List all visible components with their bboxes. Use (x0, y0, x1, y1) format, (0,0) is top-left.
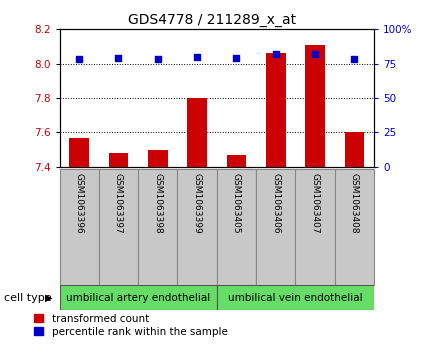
Bar (109, 153, 128, 167)
Point (312, 51, 318, 57)
Text: GSM1063405: GSM1063405 (232, 174, 241, 234)
Bar (335, 169, 374, 285)
Bar (60, 285, 217, 310)
Point (272, 51, 279, 57)
Text: umbilical vein endothelial: umbilical vein endothelial (228, 293, 363, 303)
Text: GSM1063398: GSM1063398 (153, 174, 162, 234)
Text: GDS4778 / 211289_x_at: GDS4778 / 211289_x_at (128, 13, 297, 27)
Legend: transformed count, percentile rank within the sample: transformed count, percentile rank withi… (34, 314, 227, 337)
Bar (345, 132, 364, 167)
Text: GSM1063399: GSM1063399 (193, 174, 201, 234)
Point (115, 55, 122, 61)
Bar (256, 169, 295, 285)
Text: GSM1063396: GSM1063396 (75, 174, 84, 234)
Point (76, 57, 82, 62)
Bar (99, 169, 138, 285)
Text: GSM1063406: GSM1063406 (271, 174, 280, 234)
Point (233, 55, 240, 61)
Text: GSM1063407: GSM1063407 (311, 174, 320, 234)
Text: umbilical artery endothelial: umbilical artery endothelial (66, 293, 210, 303)
Text: cell type: cell type (4, 293, 52, 303)
Point (194, 54, 201, 60)
Bar (178, 169, 217, 285)
Text: GSM1063408: GSM1063408 (350, 174, 359, 234)
Bar (227, 155, 246, 167)
Bar (138, 169, 178, 285)
Bar (148, 150, 167, 167)
Bar (305, 45, 325, 167)
Bar (217, 169, 256, 285)
Text: ▶: ▶ (45, 293, 53, 303)
Bar (266, 53, 286, 167)
Point (154, 57, 161, 62)
Bar (60, 169, 99, 285)
Text: GSM1063397: GSM1063397 (114, 174, 123, 234)
Bar (217, 285, 374, 310)
Point (351, 57, 358, 62)
Bar (187, 98, 207, 167)
Bar (295, 169, 335, 285)
Bar (69, 138, 89, 167)
